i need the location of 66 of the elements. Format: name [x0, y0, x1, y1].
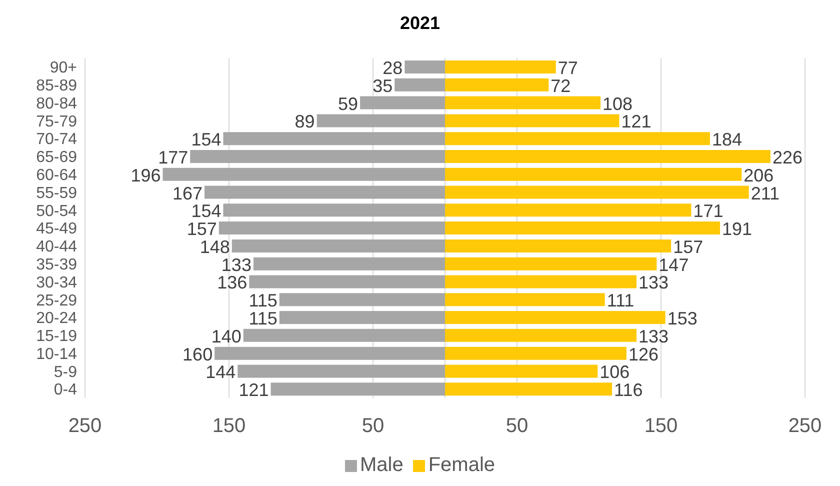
y-tick-label: 15-19 — [36, 328, 78, 346]
data-label: 35 — [372, 76, 393, 96]
y-tick-label: 90+ — [50, 60, 77, 77]
data-label: 133 — [221, 254, 252, 275]
y-tick-label: 75-79 — [36, 113, 78, 130]
data-label: 115 — [248, 290, 278, 311]
data-label: 211 — [750, 183, 780, 204]
data-label: 133 — [638, 326, 669, 346]
data-label: 226 — [772, 147, 802, 168]
data-label: 157 — [673, 236, 704, 257]
data-label: 206 — [744, 165, 774, 186]
y-tick-label: 80-84 — [36, 95, 78, 112]
data-label: 184 — [712, 130, 742, 150]
data-label: 167 — [172, 183, 203, 204]
data-label: 133 — [638, 272, 669, 293]
data-label: 160 — [182, 344, 213, 364]
data-label: 144 — [206, 362, 236, 382]
x-tick-label: 150 — [644, 415, 678, 438]
y-tick-label: 70-74 — [36, 131, 78, 148]
x-tick-label: 250 — [68, 415, 102, 438]
data-label: 108 — [602, 94, 633, 114]
data-label: 115 — [248, 308, 278, 329]
data-label: 72 — [550, 76, 571, 96]
y-tick-label: 65-69 — [36, 149, 78, 166]
data-label: 191 — [722, 219, 752, 240]
data-label: 147 — [658, 254, 689, 275]
data-label: 196 — [130, 165, 161, 186]
y-tick-label: 60-64 — [36, 166, 78, 184]
data-label: 153 — [667, 308, 698, 329]
data-label: 116 — [614, 380, 643, 400]
data-label: 136 — [217, 272, 248, 293]
y-tick-label: 55-59 — [36, 184, 78, 202]
y-tick-label: 35-39 — [36, 256, 78, 274]
data-label: 106 — [600, 362, 630, 382]
data-label: 111 — [606, 290, 634, 311]
y-tick-label: 85-89 — [36, 78, 78, 95]
data-label: 148 — [200, 236, 230, 257]
data-label: 28 — [382, 58, 403, 78]
data-label: 140 — [211, 326, 242, 346]
legend-label: Female — [428, 454, 496, 477]
data-label: 177 — [158, 147, 188, 168]
y-tick-label: 40-44 — [36, 238, 78, 256]
data-label: 154 — [191, 201, 222, 222]
data-label: 89 — [294, 112, 315, 132]
chart-title: 2021 — [400, 13, 440, 33]
x-tick-label: 250 — [788, 415, 822, 438]
data-label: 171 — [693, 201, 724, 222]
y-tick-label: 20-24 — [36, 310, 78, 328]
y-tick-label: 30-34 — [36, 274, 78, 292]
legend-label: Male — [360, 454, 404, 477]
y-tick-label: 10-14 — [36, 346, 78, 363]
y-tick-label: 45-49 — [36, 220, 78, 238]
data-label: 157 — [186, 219, 217, 240]
data-label: 154 — [191, 130, 222, 150]
data-label: 121 — [238, 380, 269, 400]
y-tick-label: 50-54 — [36, 202, 78, 220]
data-label: 126 — [628, 344, 658, 364]
x-tick-label: 50 — [506, 415, 528, 438]
data-label: 121 — [621, 112, 652, 132]
x-tick-label: 50 — [362, 415, 384, 438]
y-tick-label: 5-9 — [54, 364, 78, 381]
x-tick-label: 150 — [212, 415, 246, 438]
data-label: 59 — [338, 94, 358, 114]
y-tick-label: 25-29 — [36, 292, 78, 310]
data-label: 77 — [558, 58, 578, 78]
y-tick-label: 0-4 — [54, 382, 78, 399]
